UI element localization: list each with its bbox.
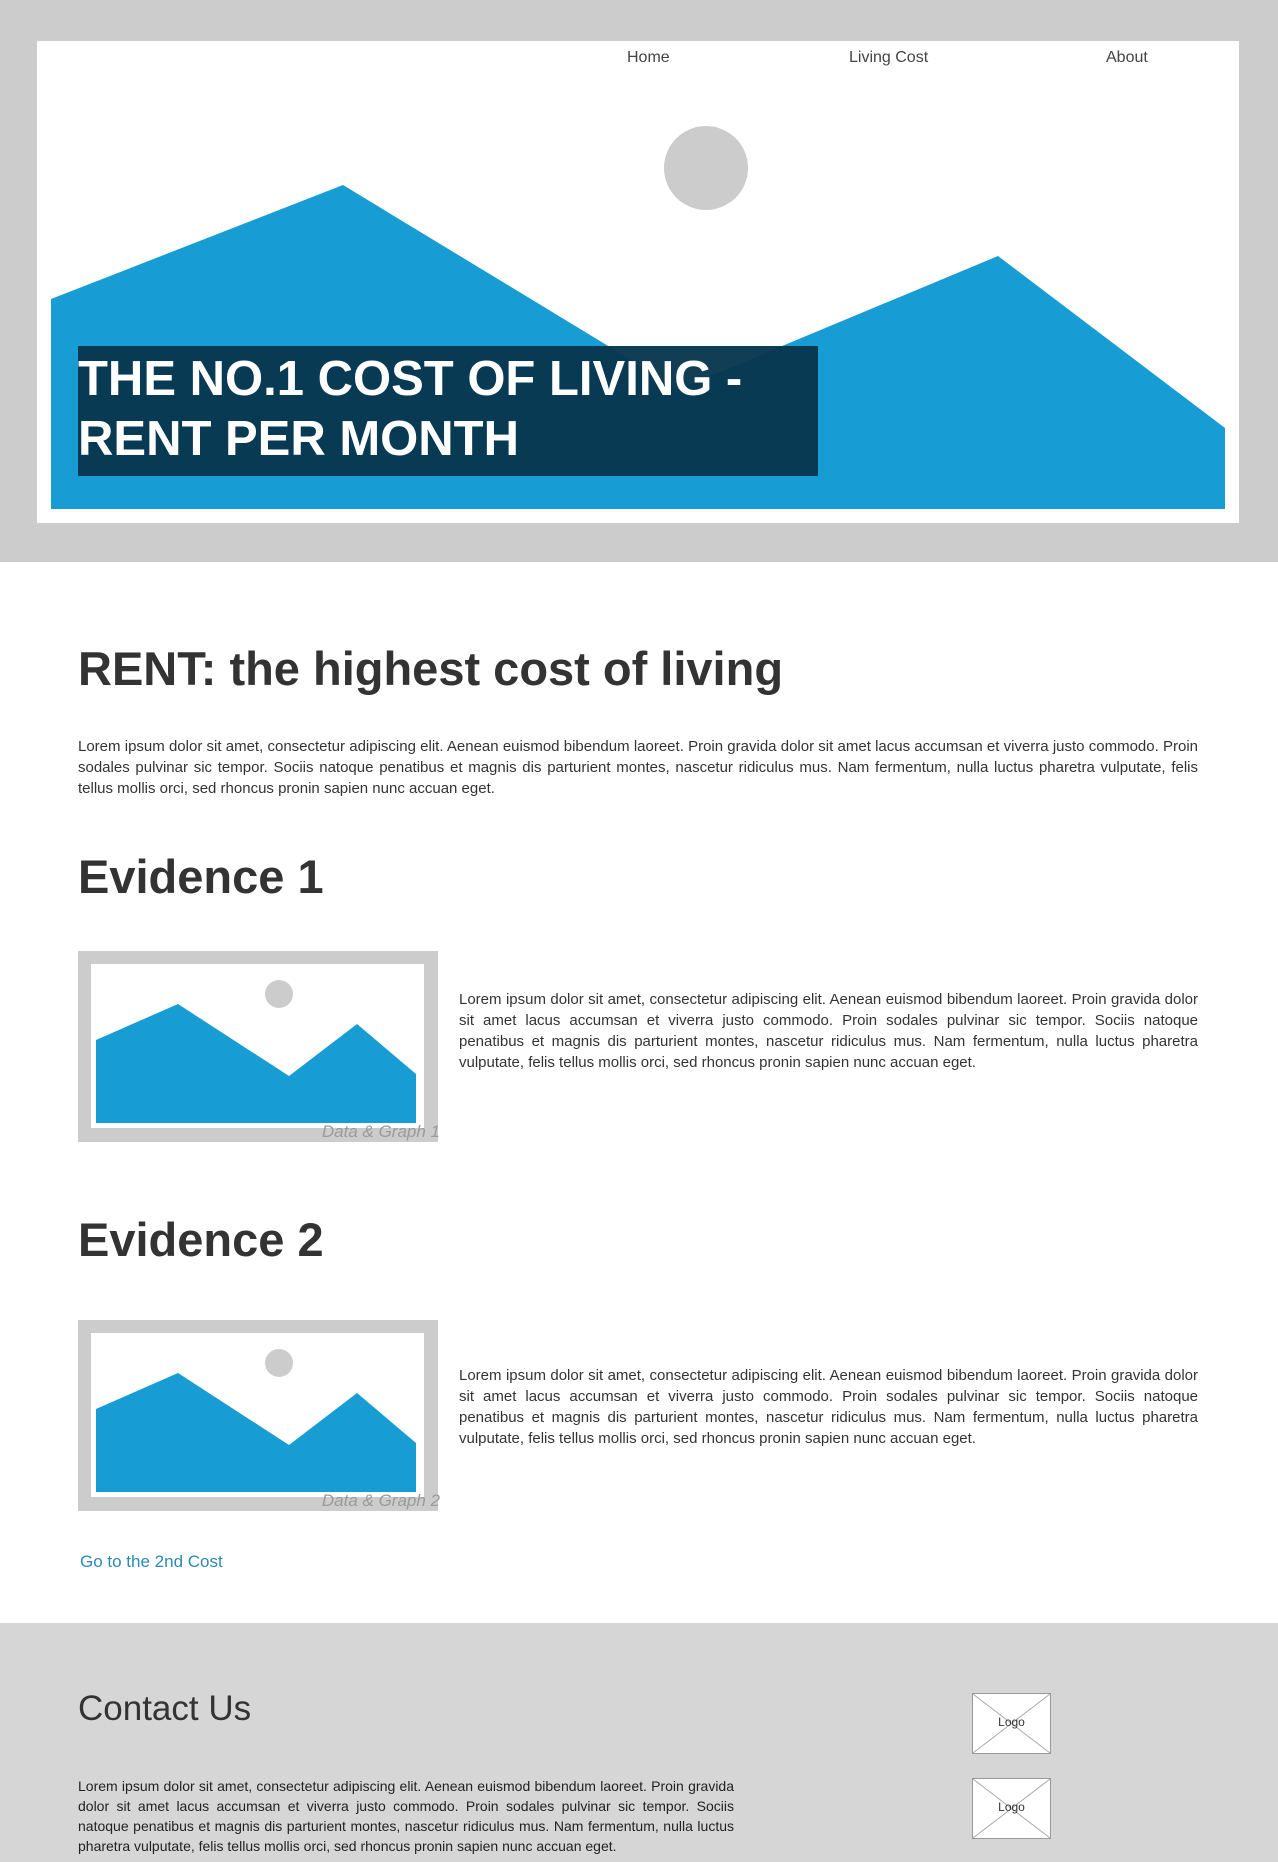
footer-logo-2-label: Logo (998, 1800, 1025, 1814)
hero-title: THE NO.1 COST OF LIVING - RENT PER MONTH (78, 346, 818, 476)
logo-placeholder-icon (973, 1779, 1050, 1838)
evidence-1-image-frame (91, 964, 424, 1128)
footer-logo-1-label: Logo (998, 1715, 1025, 1729)
intro-paragraph: Lorem ipsum dolor sit amet, consectetur … (78, 738, 1198, 797)
evidence-2-caption: Data & Graph 2 (321, 1491, 440, 1510)
evidence-1-caption: Data & Graph 1 (321, 1122, 440, 1141)
figure-sun-shape (265, 1349, 293, 1377)
image-placeholder-icon (96, 1349, 416, 1492)
evidence-1-figure: Data & Graph 1 (78, 951, 440, 1142)
nav-living-cost-link[interactable]: Living Cost (849, 49, 929, 66)
figure-mountains-shape (96, 1004, 416, 1123)
hero-title-line-2: RENT PER MONTH (78, 412, 519, 466)
nav-home-link[interactable]: Home (627, 49, 670, 66)
contact-paragraph: Lorem ipsum dolor sit amet, consectetur … (78, 1778, 734, 1854)
figure-mountains-shape (96, 1373, 416, 1492)
contact-title: Contact Us (78, 1689, 252, 1728)
evidence-2-image-frame (91, 1333, 424, 1497)
nav-about-link[interactable]: About (1106, 49, 1148, 66)
evidence-2-text: Lorem ipsum dolor sit amet, consectetur … (459, 1367, 1198, 1447)
footer-logo-2[interactable]: Logo (972, 1778, 1051, 1839)
evidence-1-text: Lorem ipsum dolor sit amet, consectetur … (459, 991, 1198, 1071)
top-nav: Home Living Cost About (37, 41, 1239, 81)
evidence-2-figure: Data & Graph 2 (78, 1320, 440, 1511)
hero-banner: Home Living Cost About THE NO.1 COST OF … (37, 41, 1239, 523)
footer: Contact Us Lorem ipsum dolor sit amet, c… (0, 1623, 1278, 1862)
figure-sun-shape (265, 980, 293, 1008)
footer-logo-1[interactable]: Logo (972, 1693, 1051, 1754)
header-band: Home Living Cost About THE NO.1 COST OF … (0, 0, 1278, 562)
next-cost-link[interactable]: Go to the 2nd Cost (80, 1552, 223, 1571)
logo-placeholder-icon (973, 1694, 1050, 1753)
hero-sun-shape (664, 126, 748, 210)
evidence-2-heading: Evidence 2 (78, 1213, 324, 1266)
page-title: RENT: the highest cost of living (78, 642, 784, 695)
evidence-1-heading: Evidence 1 (78, 850, 324, 903)
image-placeholder-icon (96, 980, 416, 1123)
hero-title-line-1: THE NO.1 COST OF LIVING - (78, 352, 743, 406)
